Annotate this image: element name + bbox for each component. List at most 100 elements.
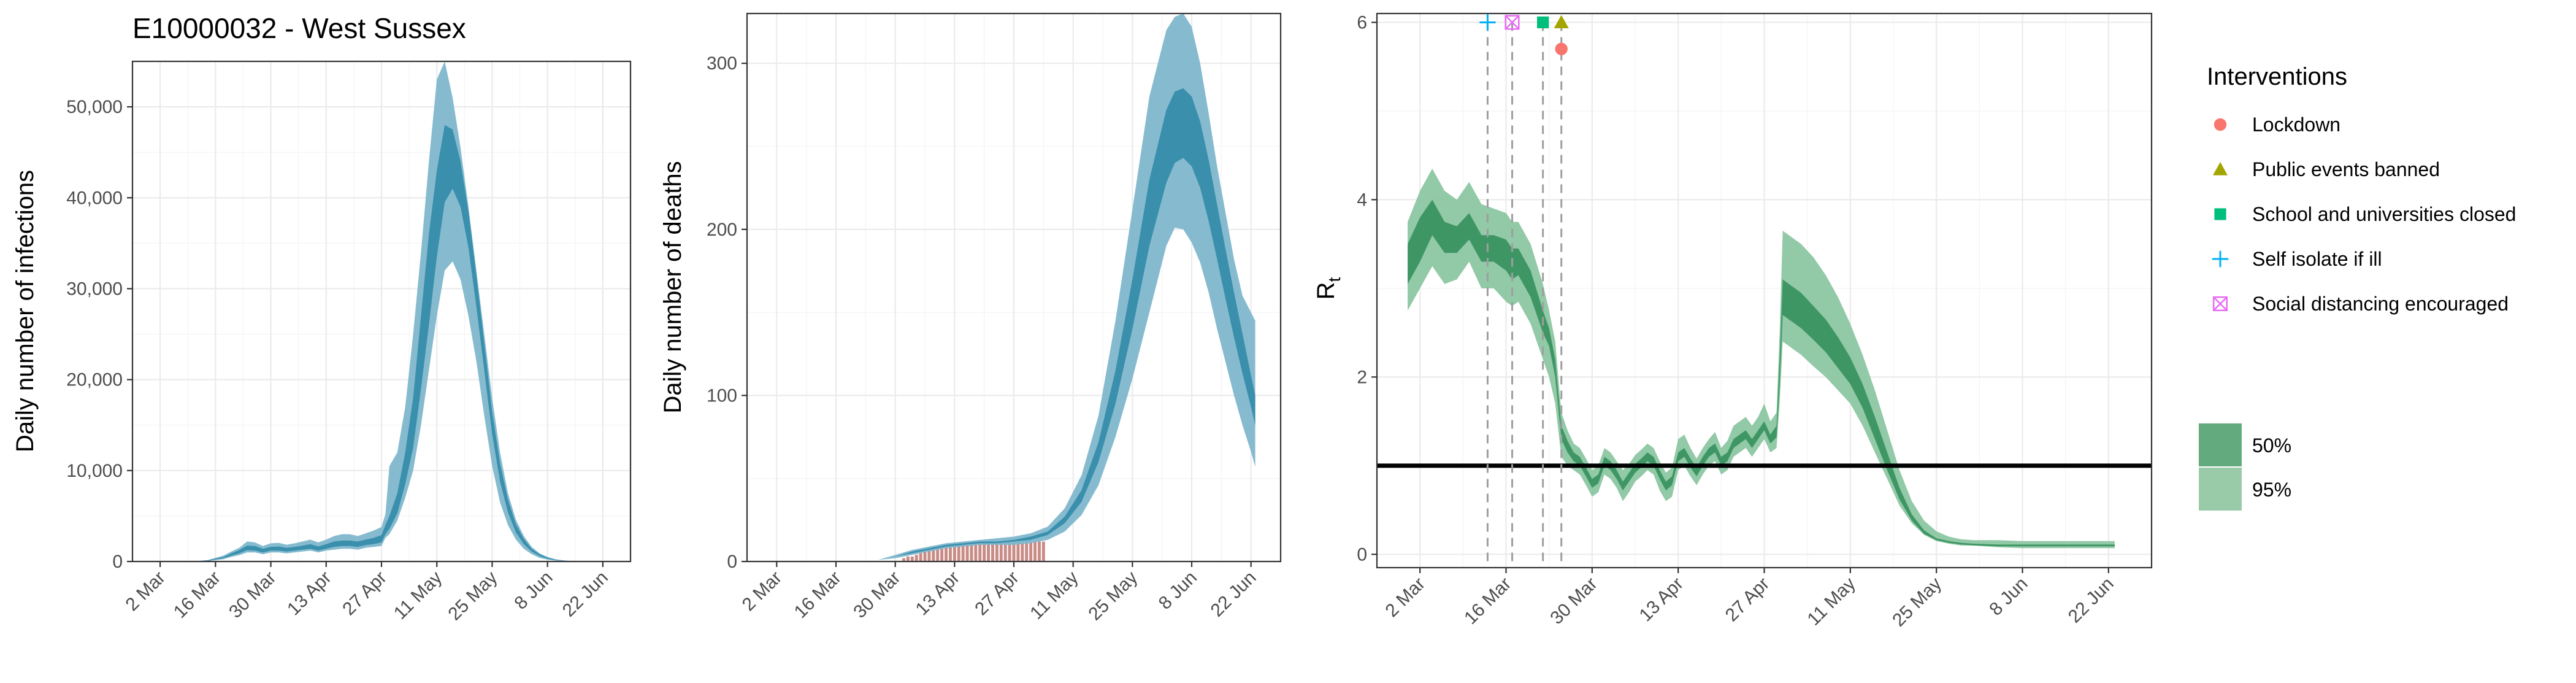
intervention-marker-triangle-icon — [1554, 15, 1569, 29]
y-tick-label: 2 — [1357, 367, 1367, 387]
x-tick-label: 27 Apr — [339, 568, 391, 620]
x-tick-label: 11 May — [390, 568, 446, 623]
observed-deaths-bar — [940, 546, 944, 561]
y-tick-label: 200 — [707, 220, 737, 240]
observed-deaths-bar — [995, 541, 999, 561]
y-tick-label: 10,000 — [66, 461, 123, 481]
legend-square-icon — [2214, 208, 2226, 220]
legend: Interventions Lockdown Public events bann… — [2199, 63, 2516, 511]
observed-deaths-bar — [1008, 541, 1011, 561]
infections-panel: 0 10,000 20,000 30,000 40,000 50,000 2 Mar 16 … — [12, 60, 632, 625]
x-tick-label: 13 Apr — [912, 568, 964, 620]
deaths-panel: 0 100 200 300 2 Mar 16 Mar 30 Mar 13 Apr 27 Apr… — [659, 12, 1282, 625]
observed-deaths-bar — [953, 544, 956, 561]
observed-deaths-bar — [983, 541, 986, 561]
x-tick-label: 25 May — [1888, 574, 1945, 631]
y-tick-label: 0 — [727, 552, 737, 572]
legend-ci-label: 95% — [2252, 479, 2291, 501]
legend-boxed-x-icon — [2212, 296, 2228, 312]
legend-circle-icon — [2214, 118, 2227, 131]
square-shape — [2214, 208, 2226, 220]
observed-deaths-bar — [919, 553, 922, 561]
deaths-y-axis: 0 100 200 300 — [707, 53, 747, 572]
y-tick-label: 0 — [112, 552, 123, 572]
deaths-observed-bars — [902, 541, 1045, 561]
legend-intervention-label: School and universities closed — [2252, 203, 2516, 225]
intervention-marker-boxed-x-icon — [1505, 15, 1520, 30]
observed-deaths-bar — [1016, 541, 1020, 561]
observed-deaths-bar — [987, 541, 991, 561]
x-tick-label: 2 Mar — [122, 568, 170, 615]
y-tick-label: 40,000 — [66, 188, 123, 208]
x-b — [1505, 15, 1520, 30]
y-tick-label: 20,000 — [66, 370, 123, 390]
observed-deaths-bar — [932, 550, 935, 561]
figure-title: E10000032 - West Sussex — [132, 12, 466, 44]
x-tick-label: 2 Mar — [1382, 574, 1430, 622]
legend-triangle-icon — [2213, 162, 2228, 176]
rt-x-axis: 2 Mar 16 Mar 30 Mar 13 Apr 27 Apr 11 May 25 Ma… — [1382, 568, 2118, 631]
box-shape — [2212, 296, 2228, 312]
rt-y-axis-title-main: R — [1313, 282, 1340, 299]
observed-deaths-bar — [902, 558, 905, 561]
observed-deaths-bar — [978, 541, 982, 561]
triangle-shape — [2213, 162, 2228, 176]
rt-intervention-lines — [1486, 22, 1563, 568]
rt-y-axis: 0 2 4 6 — [1357, 12, 1377, 565]
rt-intervention-markers — [1479, 14, 1569, 55]
intervention-marker-circle-icon — [1555, 42, 1568, 55]
rt-y-axis-title-subscript: t — [1325, 277, 1344, 282]
y-tick-label: 50,000 — [66, 97, 123, 117]
x-tick-label: 27 Apr — [1722, 574, 1774, 626]
observed-deaths-bar — [965, 543, 969, 561]
legend-title: Interventions — [2207, 63, 2347, 90]
legend-intervention-label: Social distancing encouraged — [2252, 293, 2509, 315]
observed-deaths-bar — [999, 541, 1003, 561]
y-tick-label: 30,000 — [66, 279, 123, 299]
observed-deaths-bar — [1025, 541, 1029, 561]
x-b — [2213, 296, 2228, 311]
x-tick-label: 8 Jun — [1985, 574, 2031, 620]
x-tick-label: 11 May — [1803, 574, 1859, 630]
infections-y-axis: 0 10,000 20,000 30,000 40,000 50,000 — [66, 97, 132, 572]
y-tick-label: 6 — [1357, 12, 1367, 33]
y-tick-label: 4 — [1357, 190, 1367, 210]
observed-deaths-bar — [1041, 541, 1045, 561]
x-tick-label: 8 Jun — [1155, 568, 1201, 614]
legend-plus-icon — [2212, 250, 2229, 268]
deaths-y-axis-title: Daily number of deaths — [659, 161, 686, 413]
x-tick-label: 16 Mar — [1460, 574, 1515, 628]
observed-deaths-bar — [910, 556, 914, 561]
triangle-shape — [1554, 15, 1569, 29]
x-tick-label: 13 Apr — [283, 568, 335, 620]
x-tick-label: 8 Jun — [510, 568, 556, 614]
observed-deaths-bar — [927, 550, 931, 561]
x-tick-label: 30 Mar — [225, 568, 280, 622]
x-tick-label: 22 Jun — [559, 568, 612, 621]
legend-intervention-label: Self isolate if ill — [2252, 248, 2382, 270]
square-shape — [1537, 16, 1549, 29]
box-shape — [1505, 15, 1520, 30]
observed-deaths-bar — [961, 543, 965, 561]
x-tick-label: 30 Mar — [1546, 574, 1601, 628]
intervention-marker-square-icon — [1537, 16, 1549, 29]
legend-ci-swatch — [2199, 423, 2242, 466]
rt-y-axis-title: Rt — [1313, 277, 1344, 299]
legend-ci-label: 50% — [2252, 434, 2291, 457]
observed-deaths-bar — [1021, 541, 1024, 561]
x-tick-label: 2 Mar — [738, 568, 786, 615]
observed-deaths-bar — [991, 541, 994, 561]
infections-gridlines — [132, 61, 631, 563]
observed-deaths-bar — [1029, 541, 1033, 561]
circle-shape — [1555, 42, 1568, 55]
observed-deaths-bar — [948, 544, 952, 561]
x-tick-label: 16 Mar — [170, 568, 224, 622]
intervention-marker-plus-icon — [1479, 14, 1496, 31]
x-tick-label: 22 Jun — [2064, 574, 2118, 627]
observed-deaths-bar — [1033, 541, 1037, 561]
legend-intervention-label: Lockdown — [2252, 114, 2340, 136]
legend-intervention-label: Public events banned — [2252, 158, 2440, 180]
observed-deaths-bar — [1003, 541, 1007, 561]
